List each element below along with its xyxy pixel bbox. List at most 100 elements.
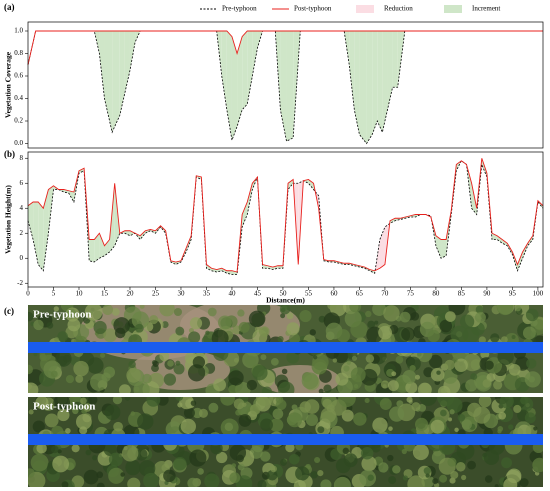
legend-swatch: [356, 5, 374, 13]
canopy-texture: [28, 382, 39, 393]
canopy-texture: [137, 413, 154, 430]
canopy-texture: [252, 365, 268, 381]
canopy-texture: [83, 469, 99, 485]
canopy-texture: [224, 422, 234, 432]
canopy-texture: [286, 322, 300, 336]
y-tick-label: 0.6: [14, 72, 23, 80]
fill-between: [517, 252, 523, 271]
fill-between: [492, 233, 498, 240]
canopy-texture: [36, 443, 47, 454]
canopy-texture: [346, 360, 351, 365]
canopy-texture: [430, 419, 445, 434]
canopy-texture: [533, 426, 538, 431]
fill-between: [387, 31, 393, 110]
canopy-texture: [335, 372, 349, 386]
canopy-texture: [118, 384, 131, 393]
canopy-texture: [260, 418, 273, 432]
canopy-texture: [165, 421, 183, 438]
fill-between: [502, 239, 508, 246]
fill-between: [94, 31, 100, 54]
canopy-texture: [452, 357, 458, 363]
fill-between: [354, 31, 360, 135]
canopy-texture: [317, 470, 324, 477]
canopy-texture: [67, 318, 81, 332]
canopy-texture: [126, 368, 141, 383]
canopy-texture: [417, 382, 432, 393]
canopy-texture: [269, 418, 284, 432]
canopy-texture: [92, 455, 98, 461]
canopy-texture: [71, 444, 80, 453]
canopy-texture: [280, 313, 286, 319]
canopy-texture: [499, 397, 514, 409]
canopy-texture: [524, 412, 536, 424]
canopy-texture: [378, 462, 389, 473]
canopy-texture: [323, 384, 332, 393]
canopy-texture: [149, 314, 159, 325]
canopy-texture: [436, 370, 441, 375]
canopy-texture: [350, 367, 366, 383]
canopy-texture: [238, 414, 252, 427]
x-tick-label: 45: [254, 290, 262, 298]
canopy-texture: [93, 320, 107, 335]
fill-between: [104, 31, 113, 133]
x-tick-label: 25: [152, 290, 160, 298]
canopy-texture: [75, 413, 92, 430]
fill-between: [231, 36, 238, 141]
canopy-texture: [299, 309, 312, 323]
canopy-texture: [242, 456, 252, 466]
fill-between: [226, 270, 232, 275]
canopy-texture: [367, 320, 376, 329]
canopy-texture: [111, 307, 120, 316]
canopy-texture: [44, 413, 59, 428]
y-tick-label: 2: [20, 229, 24, 237]
canopy-texture: [351, 355, 358, 361]
canopy-texture: [448, 417, 453, 422]
canopy-texture: [361, 456, 377, 472]
canopy-texture: [526, 358, 537, 369]
fill-between: [395, 218, 401, 221]
series-line: [27, 30, 543, 145]
canopy-texture: [139, 305, 145, 309]
canopy-texture: [272, 408, 284, 420]
fill-between: [124, 31, 130, 93]
canopy-texture: [35, 397, 49, 410]
aerial-photo: [28, 305, 543, 393]
legend-label: Post-typhoon: [294, 5, 332, 13]
canopy-texture: [455, 461, 466, 472]
canopy-texture: [192, 356, 206, 369]
panel-label: (b): [4, 149, 15, 159]
canopy-texture: [278, 381, 295, 393]
canopy-texture: [427, 329, 440, 343]
fill-between: [99, 31, 105, 99]
canopy-texture: [494, 484, 499, 487]
canopy-texture: [28, 311, 34, 322]
fill-between: [366, 31, 373, 144]
canopy-texture: [261, 386, 273, 393]
y-tick-label: 4: [20, 204, 24, 212]
canopy-texture: [173, 307, 182, 317]
canopy-texture: [401, 448, 407, 455]
canopy-texture: [401, 327, 415, 341]
canopy-texture: [210, 441, 223, 455]
fill-between: [226, 31, 232, 141]
canopy-texture: [124, 397, 131, 401]
canopy-texture: [372, 305, 387, 316]
x-tick-label: 10: [75, 290, 83, 298]
canopy-texture: [293, 479, 306, 487]
canopy-texture: [437, 385, 451, 393]
canopy-texture: [101, 372, 111, 382]
canopy-texture: [266, 469, 278, 481]
x-tick-label: 50: [279, 290, 287, 298]
fill-between: [28, 202, 34, 240]
canopy-texture: [450, 471, 459, 480]
canopy-texture: [407, 475, 425, 487]
canopy-texture: [501, 457, 513, 469]
canopy-texture: [72, 407, 79, 415]
canopy-texture: [208, 402, 219, 413]
canopy-texture: [391, 371, 397, 377]
canopy-texture: [114, 327, 126, 339]
canopy-texture: [461, 419, 472, 430]
canopy-texture: [327, 305, 337, 310]
canopy-texture: [483, 449, 500, 466]
